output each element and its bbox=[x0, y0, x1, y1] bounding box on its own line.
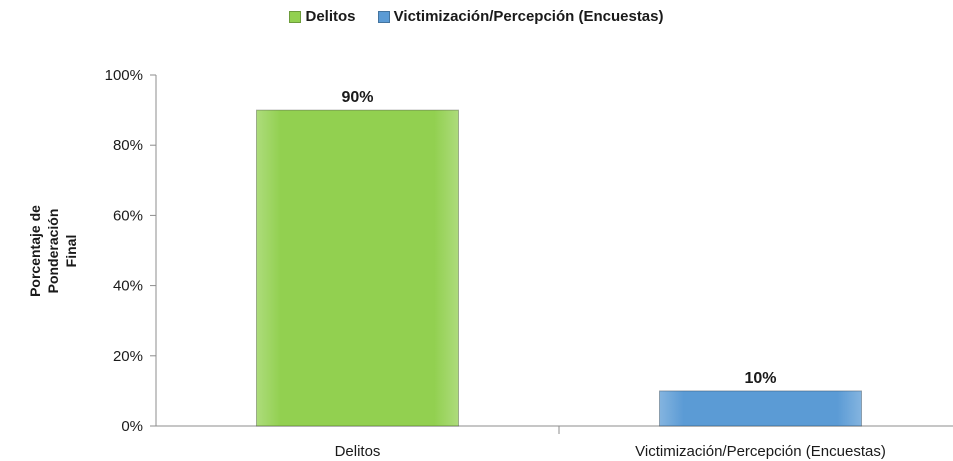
y-axis-title-line: Final bbox=[63, 235, 79, 268]
y-axis-title: Porcentaje de Ponderación Final bbox=[27, 205, 79, 297]
y-axis-title-line: Ponderación bbox=[45, 209, 61, 294]
data-label: 90% bbox=[341, 89, 373, 106]
bar-2 bbox=[659, 390, 862, 427]
y-tick-label: 80% bbox=[113, 137, 143, 154]
y-tick-label: 100% bbox=[105, 67, 143, 84]
y-tick-label: 0% bbox=[121, 418, 143, 435]
x-tick-label: Victimización/Percepción (Encuestas) bbox=[635, 443, 886, 460]
y-tick-label: 40% bbox=[113, 278, 143, 295]
y-tick-label: 20% bbox=[113, 348, 143, 365]
legend-swatch-delitos bbox=[289, 10, 302, 23]
legend-item-victimizacion: Victimización/Percepción (Encuestas) bbox=[377, 8, 664, 25]
y-axis-title-line: Porcentaje de bbox=[27, 205, 43, 297]
y-tick-label: 60% bbox=[113, 207, 143, 224]
bar-1 bbox=[256, 109, 459, 427]
x-tick-label: Delitos bbox=[335, 443, 381, 460]
legend-label-delitos: Delitos bbox=[305, 8, 356, 25]
legend-swatch-victimizacion bbox=[377, 10, 390, 23]
legend-item-delitos: Delitos bbox=[289, 8, 356, 25]
chart-legend: Delitos Victimización/Percepción (Encues… bbox=[0, 8, 953, 27]
data-label: 10% bbox=[744, 370, 776, 387]
legend-label-victimizacion: Victimización/Percepción (Encuestas) bbox=[393, 8, 664, 25]
